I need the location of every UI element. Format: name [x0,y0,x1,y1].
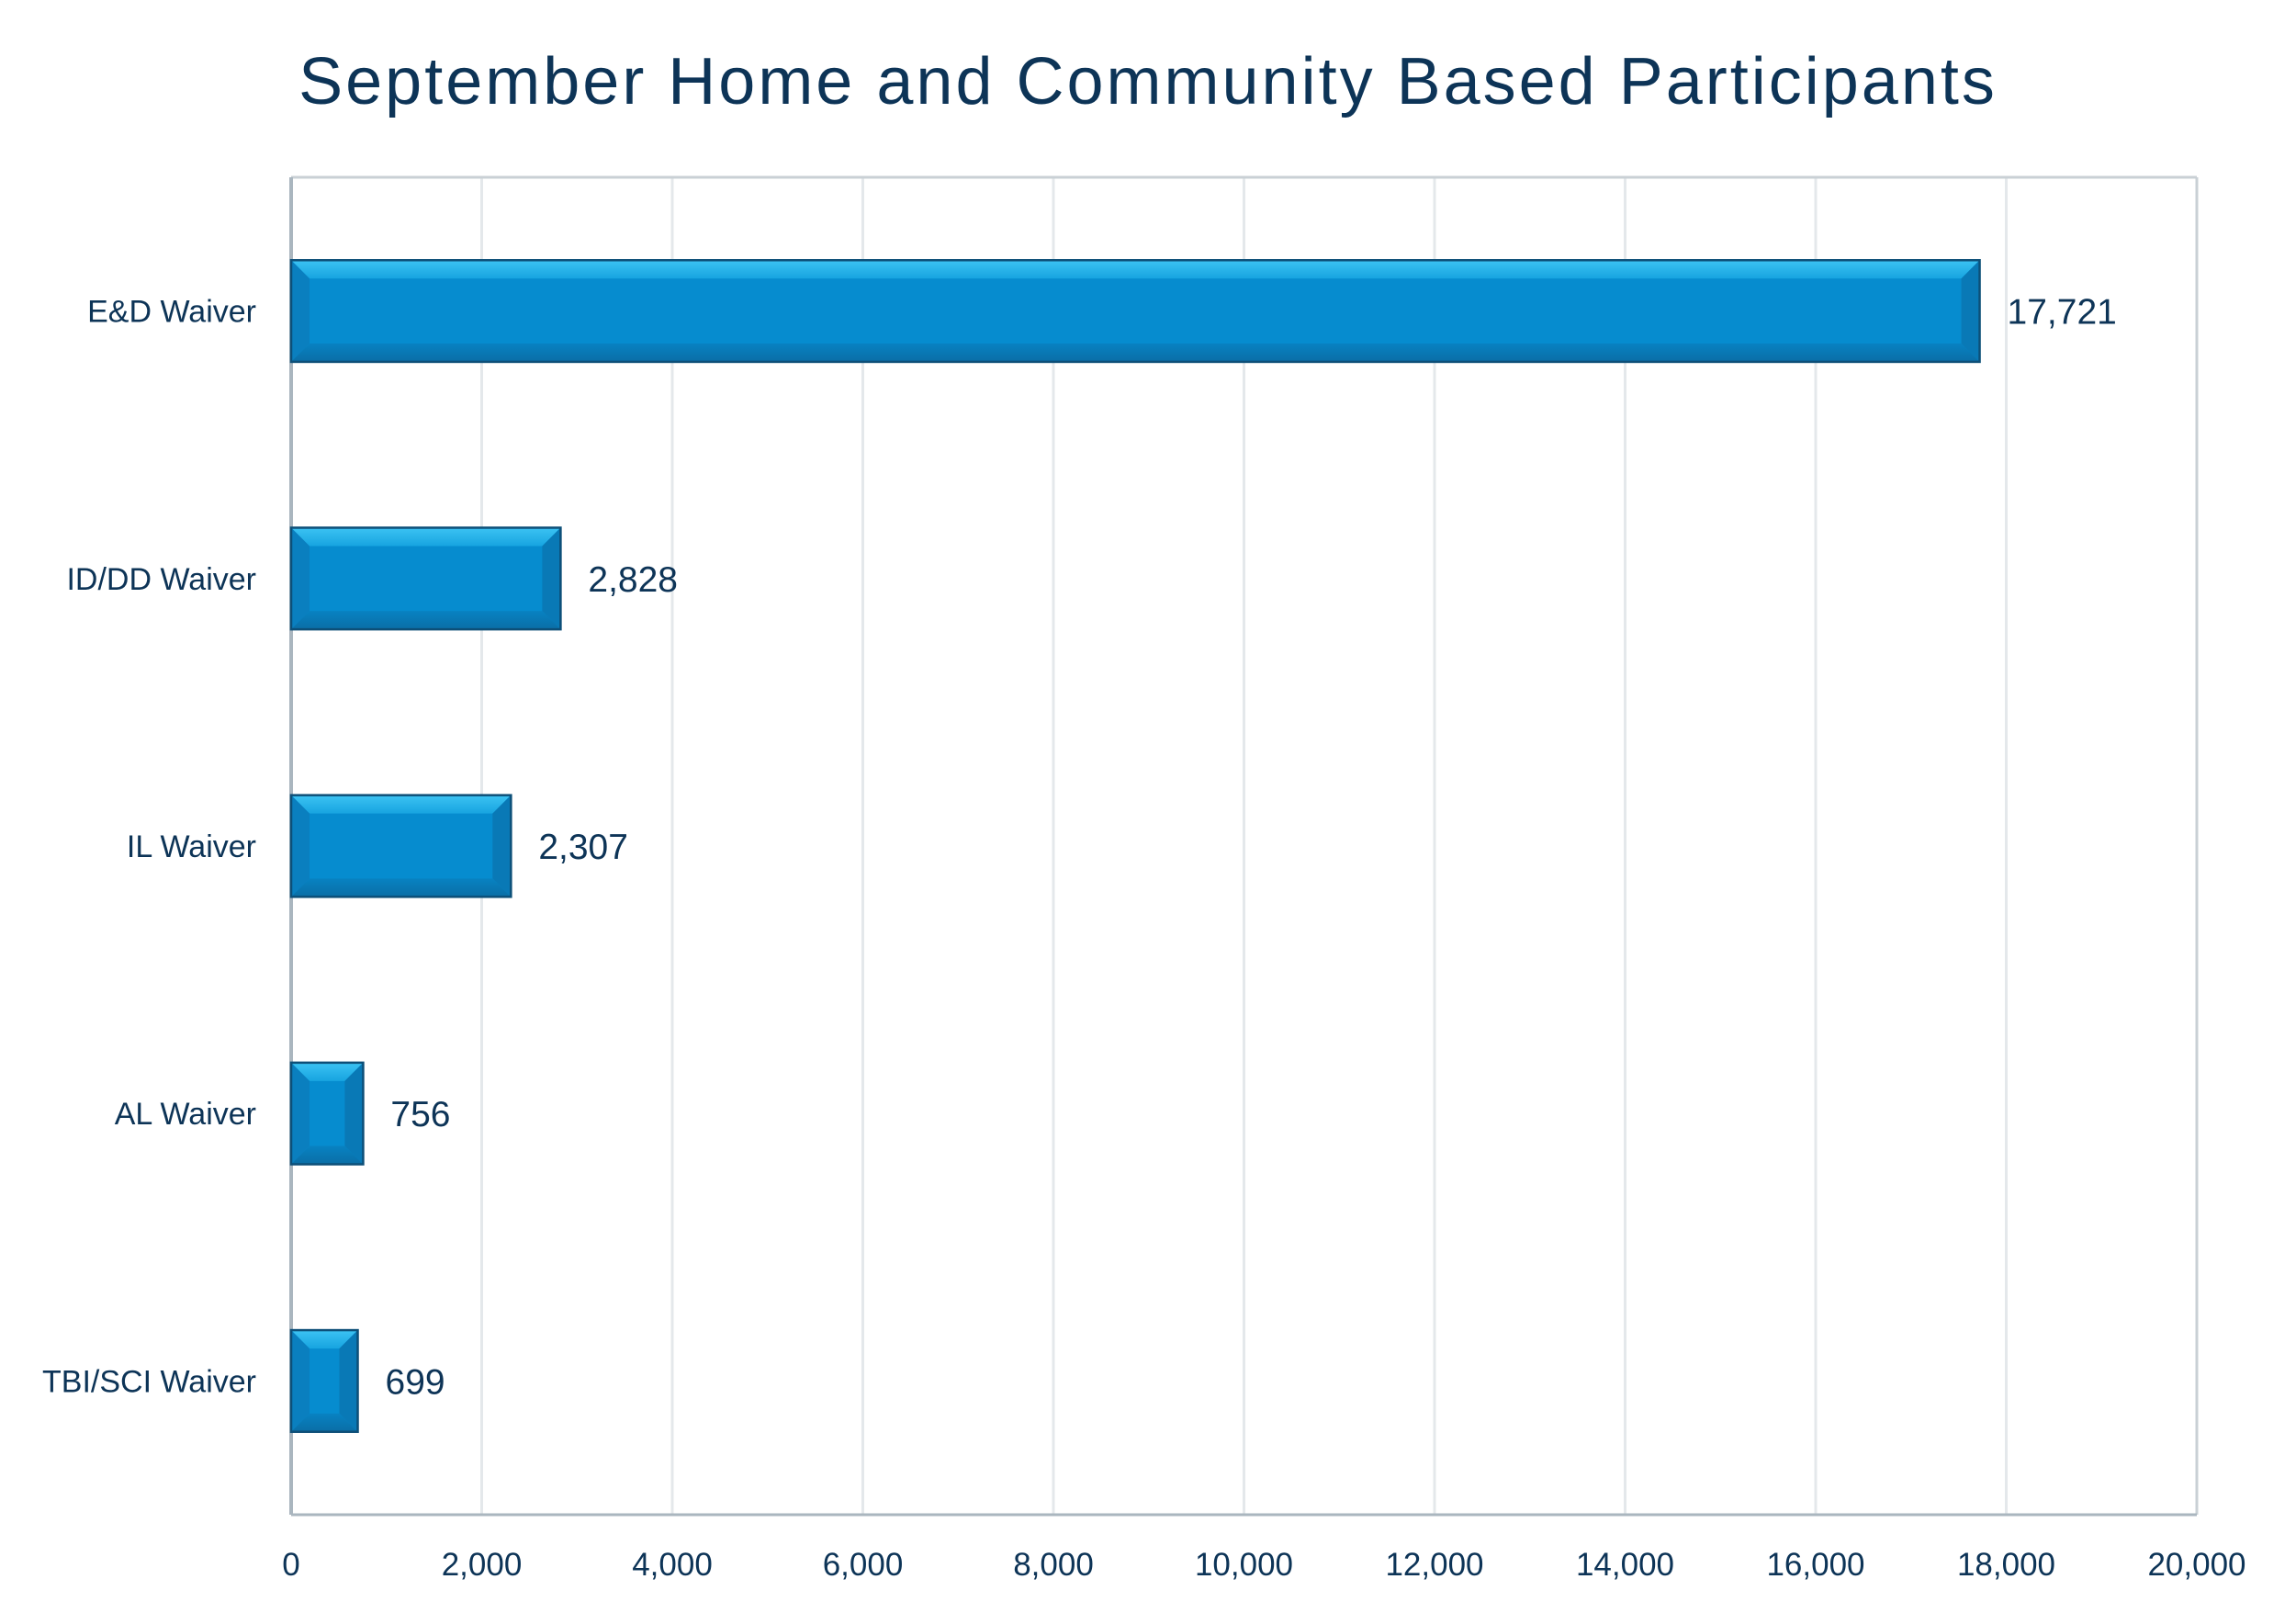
x-tick-label: 8,000 [1013,1547,1094,1583]
x-tick-label: 20,000 [2147,1547,2245,1583]
bar-outline [289,794,512,898]
bar-bevel-right [1961,260,1980,362]
gridlines [480,177,2008,1515]
bar-bevel-top [291,260,1980,279]
bar-outline [289,526,562,631]
value-axis-tick-labels: 0 2,000 4,000 6,000 8,000 10,000 12,000 14,000 1… [282,1547,2245,1583]
bar-bevel-top [291,1330,358,1349]
category-label: IL Waiver [127,829,256,864]
bar-e-d-waiver [289,259,1981,364]
chart-title: September Home and Community Based Parti… [298,45,1998,118]
data-label: 2,307 [538,828,628,867]
x-tick-label: 14,000 [1576,1547,1674,1583]
x-tick-label: 16,000 [1766,1547,1864,1583]
bar-outline [289,1328,359,1433]
x-tick-label: 6,000 [823,1547,904,1583]
category-axis-labels: E&D Waiver ID/DD Waiver IL Waiver AL Waiver… [42,295,256,1400]
x-tick-label: 12,000 [1385,1547,1483,1583]
bar-id-dd-waiver [289,526,562,631]
x-tick-label: 0 [282,1547,299,1583]
bar-bevel-bottom [291,611,561,630]
bar-bevel-top [291,1062,364,1081]
bar-bevel-left [291,527,310,630]
bar-outline [289,259,1981,364]
bar-bevel-top [291,527,561,547]
category-label: E&D Waiver [87,295,256,330]
bar-outline [289,1061,365,1166]
bar-il-waiver [289,794,512,898]
bar-bevel-left [291,795,310,897]
bar-bevel-bottom [291,343,1980,362]
bar-bevel-left [291,260,310,362]
bar-bevel-left [291,1062,310,1165]
data-label: 17,721 [2008,293,2117,333]
data-label: 756 [390,1095,450,1134]
bar-al-waiver [289,1061,365,1166]
bar-bevel-bottom [291,1413,358,1432]
x-tick-label: 18,000 [1957,1547,2055,1583]
data-label: 699 [386,1362,445,1402]
x-tick-label: 10,000 [1195,1547,1293,1583]
bar-bevel-right [339,1330,358,1432]
category-label: AL Waiver [115,1097,256,1132]
x-tick-label: 2,000 [442,1547,523,1583]
bar-bevel-right [492,795,512,897]
data-labels: 17,721 2,828 2,307 756 699 [386,293,2117,1403]
bar-tbi-sci-waiver [289,1328,359,1433]
category-label: ID/DD Waiver [66,562,256,597]
bar-bevel-right [344,1062,364,1165]
bar-bevel-bottom [291,878,512,897]
category-label: TBI/SCI Waiver [42,1364,256,1399]
bar-bevel-top [291,795,512,814]
data-label: 2,828 [588,560,678,600]
bar-bevel-bottom [291,1145,364,1165]
bars [289,259,1981,1433]
x-tick-label: 4,000 [632,1547,713,1583]
bar-bevel-right [542,527,561,630]
bar-bevel-left [291,1330,310,1432]
